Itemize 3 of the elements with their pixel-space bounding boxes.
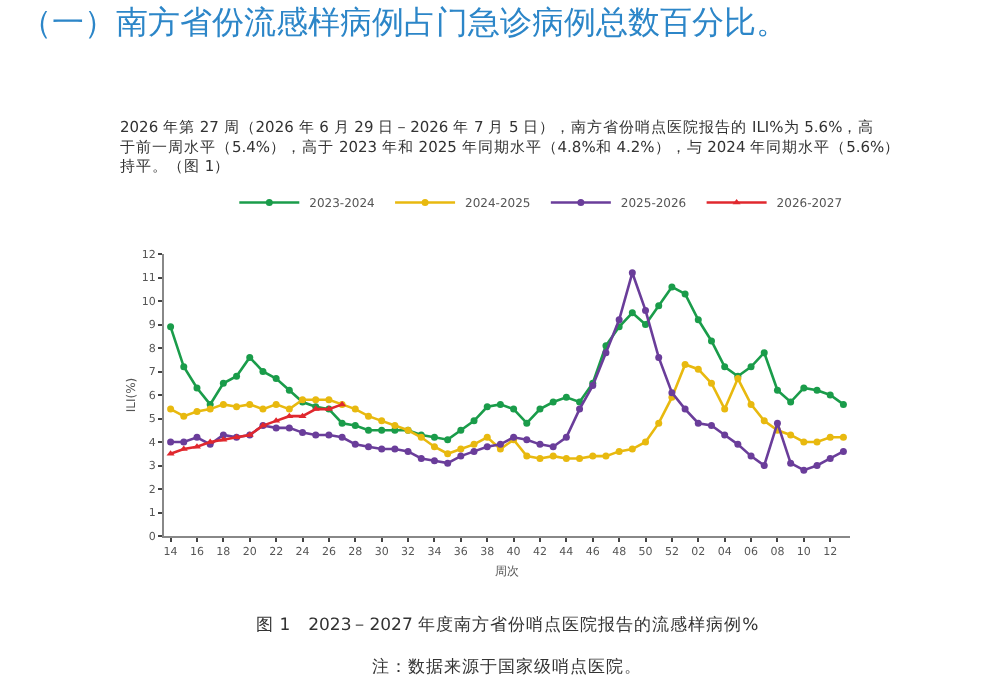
text: 注：数据来源于国家级哨点医院。 [372,656,642,678]
chart-title: （一）南方省份流感样病例占门急诊病例总数百分比。 [20,2,788,41]
caption: 图 1 2023－2027 年度南方省份哨点医院报告的流感样病例% [256,614,759,636]
